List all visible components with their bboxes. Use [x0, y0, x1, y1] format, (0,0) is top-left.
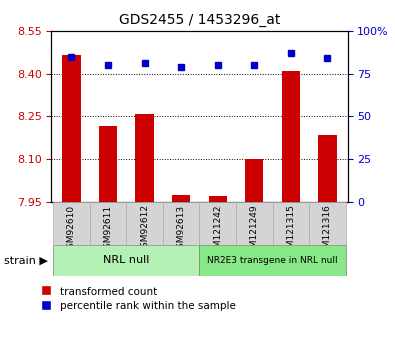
Text: NRL null: NRL null	[103, 256, 150, 265]
Bar	[99, 126, 117, 202]
Text: GSM121316: GSM121316	[323, 204, 332, 259]
Bar	[309, 202, 346, 245]
Text: NR2E3 transgene in NRL null: NR2E3 transgene in NRL null	[207, 256, 338, 265]
Legend: transformed count, percentile rank within the sample: transformed count, percentile rank withi…	[41, 286, 235, 311]
Bar	[90, 202, 126, 245]
Bar	[135, 114, 154, 202]
Text: GSM121242: GSM121242	[213, 204, 222, 259]
Bar	[62, 55, 81, 202]
Text: GSM92611: GSM92611	[103, 204, 113, 254]
Bar	[199, 202, 236, 245]
Text: GSM92612: GSM92612	[140, 204, 149, 254]
Text: GSM92613: GSM92613	[177, 204, 186, 254]
Text: strain ▶: strain ▶	[4, 256, 48, 265]
Bar	[236, 202, 273, 245]
Bar	[53, 245, 199, 276]
Bar	[282, 71, 300, 202]
Bar	[199, 245, 346, 276]
Text: GSM121315: GSM121315	[286, 204, 295, 259]
Title: GDS2455 / 1453296_at: GDS2455 / 1453296_at	[119, 13, 280, 27]
Text: GSM121249: GSM121249	[250, 204, 259, 259]
Bar	[163, 202, 199, 245]
Text: GSM92610: GSM92610	[67, 204, 76, 254]
Bar	[172, 195, 190, 202]
Bar	[318, 135, 337, 202]
Bar	[53, 202, 90, 245]
Bar	[209, 196, 227, 202]
Bar	[126, 202, 163, 245]
Bar	[245, 159, 263, 202]
Bar	[273, 202, 309, 245]
